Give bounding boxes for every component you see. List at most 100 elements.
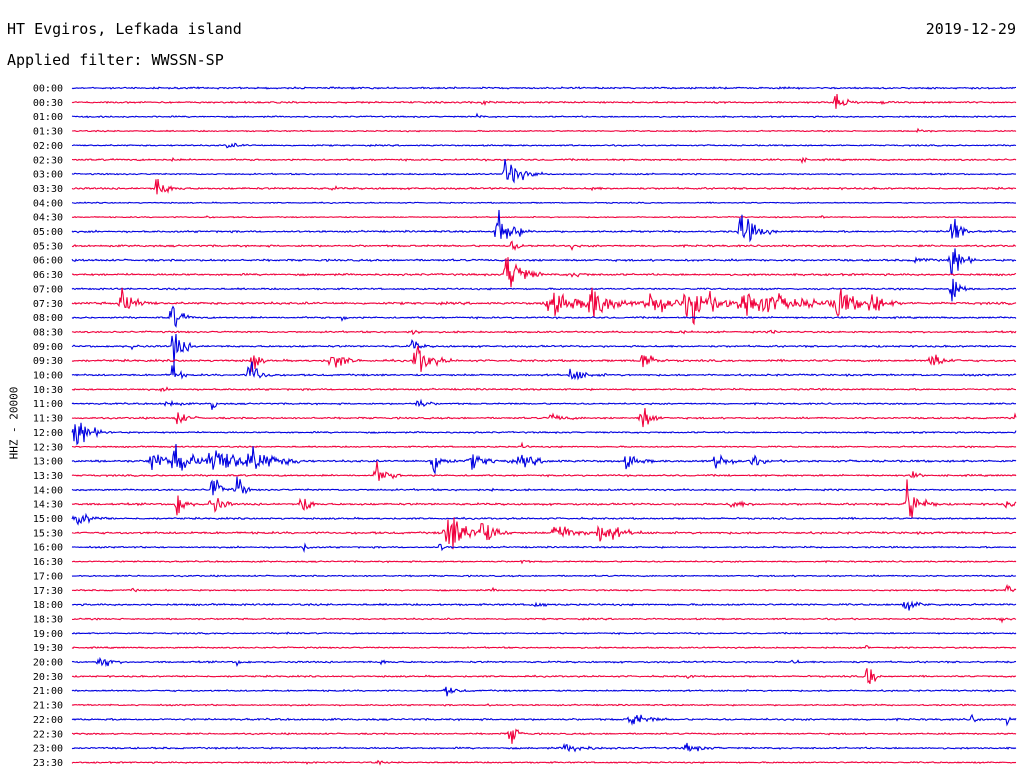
trace-0700 [71, 278, 1017, 302]
trace-0600 [71, 248, 1017, 276]
time-label: 04:30 [33, 213, 63, 224]
time-label: 19:00 [33, 629, 63, 640]
trace-0030 [71, 94, 1017, 109]
time-label: 00:30 [33, 98, 63, 109]
time-label: 16:00 [33, 543, 63, 554]
time-label: 04:00 [33, 198, 63, 209]
trace-0900 [71, 334, 1017, 365]
trace-1000 [71, 361, 1017, 381]
time-label: 14:30 [33, 500, 63, 511]
trace-0100 [71, 112, 1017, 119]
trace-0730 [71, 287, 1017, 326]
trace-1430 [71, 479, 1017, 519]
trace-1630 [71, 559, 1017, 565]
time-label: 00:00 [33, 84, 63, 95]
trace-2200 [71, 713, 1017, 727]
time-label: 14:00 [33, 485, 63, 496]
time-label: 09:30 [33, 356, 63, 367]
time-label: 18:00 [33, 600, 63, 611]
time-label: 21:30 [33, 701, 63, 712]
time-label: 21:00 [33, 686, 63, 697]
trace-1400 [71, 476, 1017, 496]
trace-2030 [71, 668, 1017, 685]
trace-1900 [71, 631, 1017, 636]
trace-1830 [71, 617, 1017, 624]
trace-2300 [71, 742, 1017, 753]
trace-0300 [71, 158, 1016, 184]
trace-0500 [71, 209, 1017, 243]
time-label: 17:30 [33, 586, 63, 597]
time-label: 18:30 [33, 614, 63, 625]
trace-1230 [71, 441, 1017, 449]
time-label: 02:00 [33, 141, 63, 152]
trace-0530 [71, 240, 1017, 251]
trace-0000 [71, 86, 1017, 90]
time-label: 02:30 [33, 155, 63, 166]
trace-2330 [71, 759, 1017, 766]
time-label: 23:00 [33, 744, 63, 755]
trace-1200 [71, 422, 1017, 446]
time-label: 03:30 [33, 184, 63, 195]
time-label: 13:30 [33, 471, 63, 482]
trace-1030 [71, 386, 1017, 393]
time-label: 17:00 [33, 571, 63, 582]
trace-2230 [71, 728, 1017, 744]
time-label: 15:30 [33, 528, 63, 539]
time-label: 06:00 [33, 256, 63, 267]
trace-0830 [71, 329, 1017, 336]
trace-0930 [71, 345, 1017, 372]
time-label: 11:00 [33, 399, 63, 410]
time-label: 07:30 [33, 299, 63, 310]
trace-0130 [71, 127, 1017, 133]
time-label: 08:00 [33, 313, 63, 324]
time-label: 10:30 [33, 385, 63, 396]
time-label: 05:00 [33, 227, 63, 238]
trace-1730 [71, 583, 1017, 593]
trace-0200 [71, 142, 1017, 149]
trace-2130 [71, 703, 1017, 707]
time-label: 11:30 [33, 414, 63, 425]
trace-0330 [71, 179, 1017, 195]
time-label: 07:00 [33, 284, 63, 295]
trace-1330 [71, 461, 1017, 481]
trace-0630 [71, 257, 1017, 288]
seismic-traces [71, 86, 1017, 766]
time-label: 19:30 [33, 643, 63, 654]
time-label: 20:30 [33, 672, 63, 683]
trace-1500 [71, 512, 1017, 526]
station-title: HT Evgiros, Lefkada island [7, 20, 242, 38]
trace-1300 [71, 443, 1017, 475]
trace-1130 [71, 408, 1017, 428]
time-label: 09:00 [33, 342, 63, 353]
trace-1600 [71, 542, 1017, 554]
time-label: 15:00 [33, 514, 63, 525]
trace-1930 [71, 645, 1017, 650]
time-label: 12:00 [33, 428, 63, 439]
time-label: 22:00 [33, 715, 63, 726]
trace-0800 [71, 305, 1017, 328]
time-label: 12:30 [33, 442, 63, 453]
time-label: 08:30 [33, 327, 63, 338]
time-label: 23:30 [33, 758, 63, 769]
time-label: 01:30 [33, 127, 63, 138]
time-label: 06:30 [33, 270, 63, 281]
time-label: 22:30 [33, 729, 63, 740]
time-label: 10:00 [33, 371, 63, 382]
time-label: 13:00 [33, 457, 63, 468]
time-label: 16:30 [33, 557, 63, 568]
trace-1100 [71, 398, 1017, 410]
time-label: 01:00 [33, 112, 63, 123]
date-label: 2019-12-29 [925, 20, 1016, 38]
time-label: 03:00 [33, 170, 63, 181]
trace-2100 [71, 686, 1017, 697]
time-labels: 00:00 00:30 01:00 01:30 02:00 02:30 03:00 03:30… [33, 84, 63, 769]
trace-2000 [71, 656, 1017, 668]
time-label: 05:30 [33, 241, 63, 252]
trace-0400 [71, 201, 1017, 205]
time-label: 20:00 [33, 658, 63, 669]
trace-1800 [71, 600, 1017, 611]
trace-0230 [71, 156, 1017, 165]
filter-label: Applied filter: WWSSN-SP [7, 51, 224, 69]
trace-1530 [71, 517, 1017, 550]
